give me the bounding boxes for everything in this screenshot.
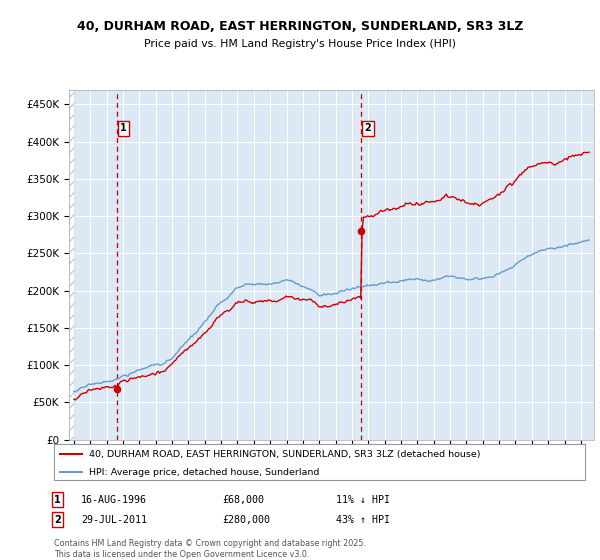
Text: 43% ↑ HPI: 43% ↑ HPI xyxy=(336,515,390,525)
Text: 40, DURHAM ROAD, EAST HERRINGTON, SUNDERLAND, SR3 3LZ (detached house): 40, DURHAM ROAD, EAST HERRINGTON, SUNDER… xyxy=(89,450,480,459)
Text: 2: 2 xyxy=(365,123,371,133)
Text: 2: 2 xyxy=(54,515,61,525)
Text: HPI: Average price, detached house, Sunderland: HPI: Average price, detached house, Sund… xyxy=(89,468,319,477)
Text: Price paid vs. HM Land Registry's House Price Index (HPI): Price paid vs. HM Land Registry's House … xyxy=(144,39,456,49)
Text: This data is licensed under the Open Government Licence v3.0.: This data is licensed under the Open Gov… xyxy=(54,550,310,559)
Polygon shape xyxy=(69,90,74,440)
Text: 11% ↓ HPI: 11% ↓ HPI xyxy=(336,494,390,505)
Text: Contains HM Land Registry data © Crown copyright and database right 2025.: Contains HM Land Registry data © Crown c… xyxy=(54,539,366,548)
Text: 1: 1 xyxy=(54,494,61,505)
Text: 16-AUG-1996: 16-AUG-1996 xyxy=(81,494,147,505)
Text: 29-JUL-2011: 29-JUL-2011 xyxy=(81,515,147,525)
Text: 1: 1 xyxy=(120,123,127,133)
Text: £280,000: £280,000 xyxy=(222,515,270,525)
Text: 40, DURHAM ROAD, EAST HERRINGTON, SUNDERLAND, SR3 3LZ: 40, DURHAM ROAD, EAST HERRINGTON, SUNDER… xyxy=(77,20,523,32)
Text: £68,000: £68,000 xyxy=(222,494,264,505)
